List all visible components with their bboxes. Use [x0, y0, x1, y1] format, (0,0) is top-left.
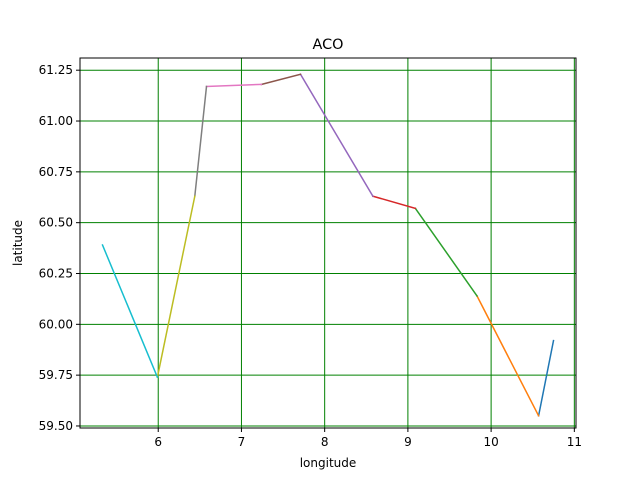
y-tick-label: 60.00 [39, 317, 73, 331]
series-line [414, 207, 479, 297]
y-tick-label: 60.25 [39, 266, 73, 280]
x-tick-label: 11 [567, 435, 582, 449]
y-axis: 59.50 59.75 60.00 60.25 60.50 60.75 61.00 61.25 [39, 63, 80, 433]
series-line [537, 339, 555, 417]
series-lines [101, 73, 555, 417]
x-tick-label: 9 [404, 435, 412, 449]
y-tick-label: 59.75 [39, 368, 73, 382]
y-axis-label: latitude [11, 220, 25, 266]
x-axis-label: longitude [300, 456, 357, 470]
series-line [475, 294, 540, 417]
plot-frame [79, 57, 577, 429]
series-line [371, 195, 417, 210]
series-line [260, 73, 302, 86]
x-tick-label: 7 [238, 435, 246, 449]
series-line [299, 73, 374, 198]
x-tick-label: 10 [483, 435, 498, 449]
y-tick-label: 61.25 [39, 63, 73, 77]
x-axis: 6 7 8 9 10 11 [154, 428, 582, 449]
y-tick-label: 59.50 [39, 419, 73, 433]
series-line [193, 85, 208, 198]
chart-title: ACO [313, 37, 344, 53]
series-line [205, 83, 263, 88]
x-tick-label: 6 [154, 435, 162, 449]
y-tick-label: 60.75 [39, 165, 73, 179]
y-tick-label: 60.50 [39, 216, 73, 230]
x-tick-label: 8 [321, 435, 329, 449]
series-line [101, 244, 159, 379]
y-tick-label: 61.00 [39, 114, 73, 128]
series-line [156, 195, 196, 379]
